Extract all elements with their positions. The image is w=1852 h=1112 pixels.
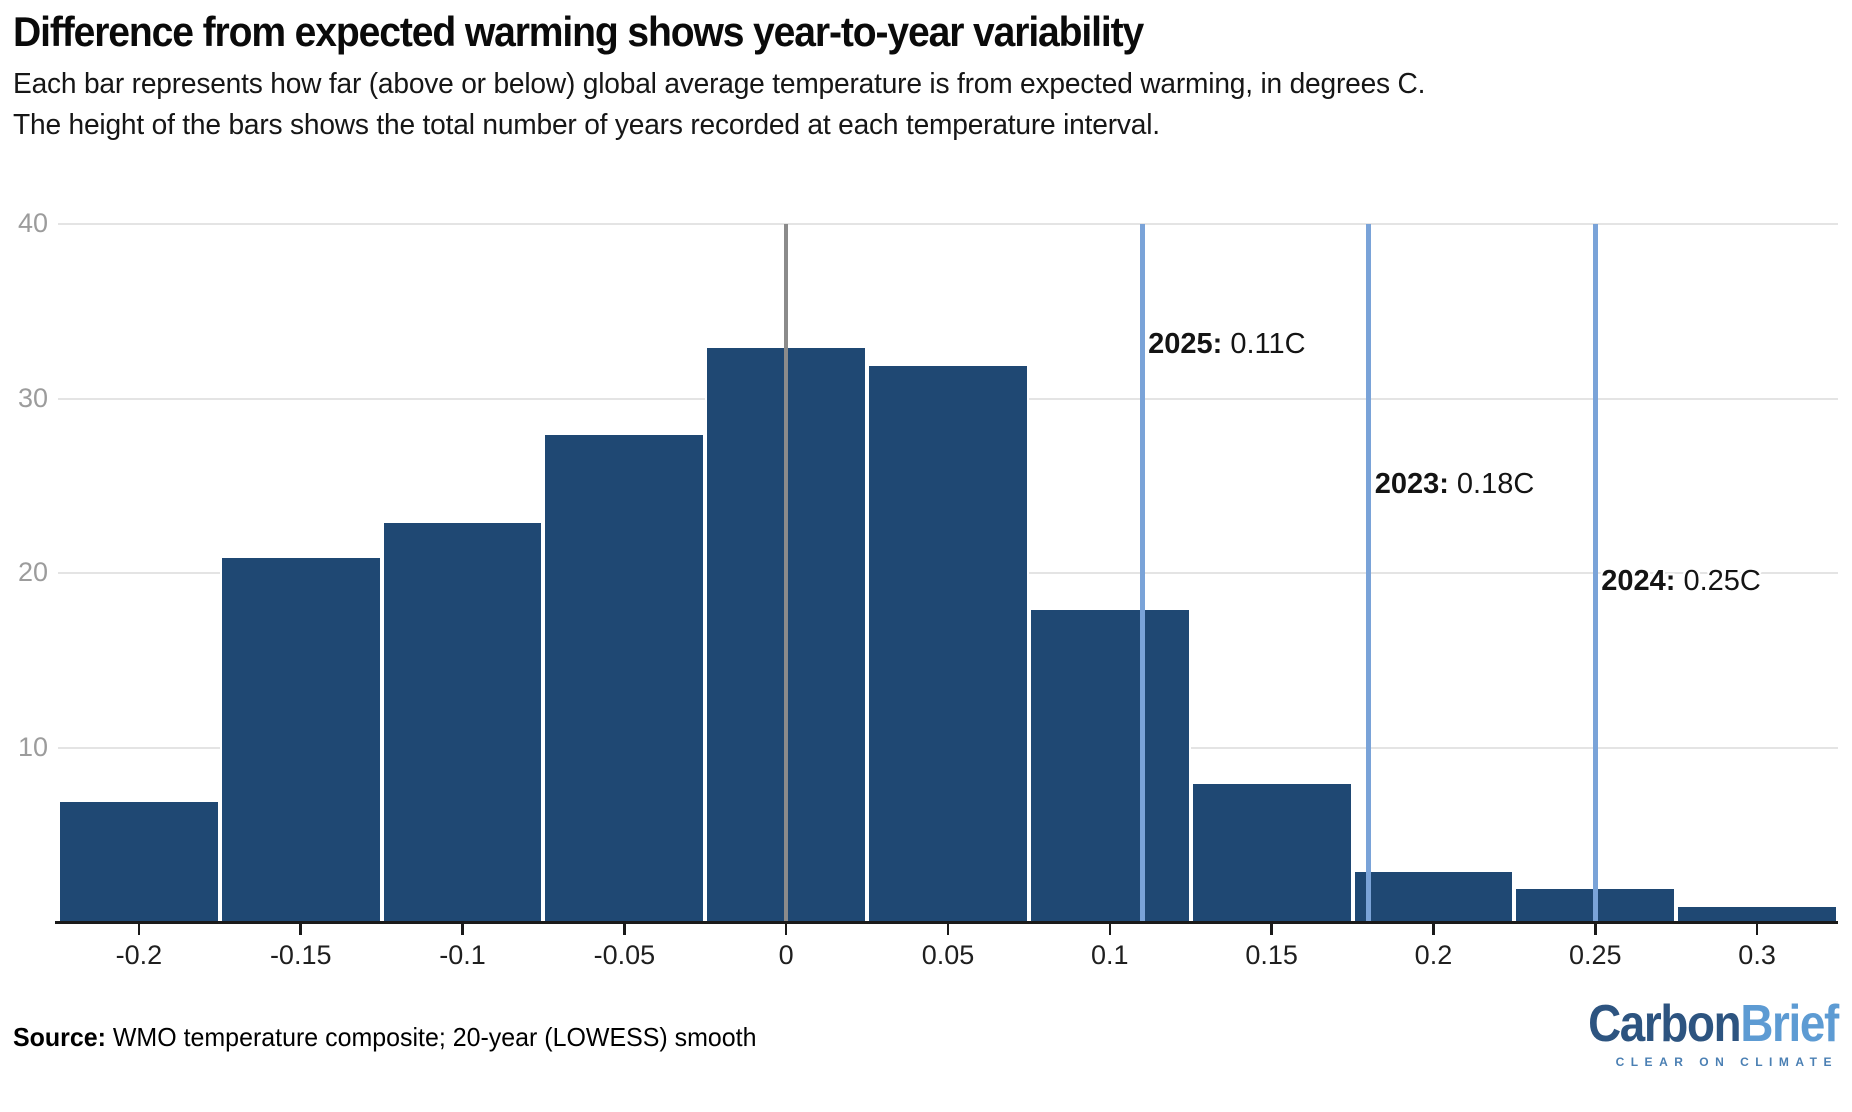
x-axis-tick-label: -0.15 <box>269 940 332 970</box>
x-axis-tick-label: -0.1 <box>439 940 486 970</box>
carbonbrief-logo: CarbonBrief CLEAR ON CLIMATE <box>1554 995 1839 1069</box>
chart-subtitle-line1: Each bar represents how far (above or be… <box>13 68 1426 100</box>
x-axis-tick-label: 0.25 <box>1568 940 1622 970</box>
histogram-bar <box>543 433 706 923</box>
annotation-year-label: 2024: <box>1601 565 1676 598</box>
y-axis-tick-label: 30 <box>17 382 48 413</box>
logo-tagline: CLEAR ON CLIMATE <box>1615 1055 1838 1069</box>
x-axis-tick-mark <box>623 924 626 935</box>
source-label: Source: <box>13 1022 106 1052</box>
histogram-bar <box>867 363 1029 923</box>
histogram-bar <box>1190 782 1353 923</box>
x-axis-tick-label: 0.1 <box>1091 940 1129 970</box>
x-axis-tick-mark <box>1270 924 1273 935</box>
x-axis-tick-mark <box>946 924 950 935</box>
year-annotation-2025: 2025: 0.11C <box>1148 328 1305 361</box>
year-reference-line-2023 <box>1366 224 1372 922</box>
y-axis-tick-label: 40 <box>17 208 48 238</box>
carbonbrief-wordmark: CarbonBrief <box>1588 995 1839 1053</box>
histogram-bar <box>219 555 382 923</box>
year-annotation-2023: 2023: 0.18C <box>1375 468 1535 501</box>
x-axis-tick-label: 0.15 <box>1245 940 1298 970</box>
x-axis-tick-label: -0.2 <box>115 940 163 970</box>
zero-reference-line <box>784 224 789 922</box>
y-gridline <box>58 223 1838 225</box>
x-axis-tick-label: 0.05 <box>921 940 975 970</box>
annotation-year-label: 2023: <box>1374 467 1449 500</box>
x-axis-tick-mark <box>461 924 464 935</box>
x-axis-tick-label: 0 <box>778 940 794 970</box>
x-axis-tick-label: 0.3 <box>1738 940 1776 970</box>
logo-carbon-text: Carbon <box>1588 995 1742 1053</box>
y-axis-tick-label: 20 <box>17 557 48 587</box>
year-annotation-2024: 2024: 0.25C <box>1601 565 1761 598</box>
chart-title: Difference from expected warming shows y… <box>13 8 1144 55</box>
annotation-value-label: 0.25C <box>1683 565 1761 598</box>
annotation-value-label: 0.11C <box>1230 328 1306 361</box>
chart-subtitle: Each bar represents how far (above or be… <box>13 64 1425 146</box>
histogram-bar <box>1352 869 1515 923</box>
source-line: Source: WMO temperature composite; 20-ye… <box>13 1022 756 1053</box>
histogram-bar <box>1676 904 1838 923</box>
x-axis-tick-mark <box>299 924 302 935</box>
year-reference-line-2025 <box>1139 224 1145 922</box>
annotation-value-label: 0.18C <box>1456 467 1535 500</box>
year-reference-line-2024 <box>1592 224 1598 922</box>
x-axis-tick-mark <box>1432 924 1435 935</box>
x-axis-baseline <box>55 921 1838 924</box>
x-axis-tick-mark <box>1594 924 1597 935</box>
histogram-bar <box>58 799 220 923</box>
x-axis-tick-label: -0.05 <box>593 940 656 970</box>
x-axis-tick-label: 0.2 <box>1414 940 1453 970</box>
annotation-year-label: 2025: <box>1148 328 1223 361</box>
x-axis-tick-mark <box>784 924 788 935</box>
y-axis-tick-label: 10 <box>17 731 48 762</box>
histogram-bar <box>381 520 544 923</box>
x-axis-tick-mark <box>1755 924 1759 935</box>
x-axis-tick-mark <box>1108 924 1112 935</box>
x-axis-tick-mark <box>137 924 141 935</box>
histogram-bar <box>1028 607 1191 923</box>
chart-subtitle-line2: The height of the bars shows the total n… <box>13 109 1160 141</box>
logo-brief-text: Brief <box>1740 995 1839 1053</box>
source-text: WMO temperature composite; 20-year (LOWE… <box>105 1022 757 1052</box>
